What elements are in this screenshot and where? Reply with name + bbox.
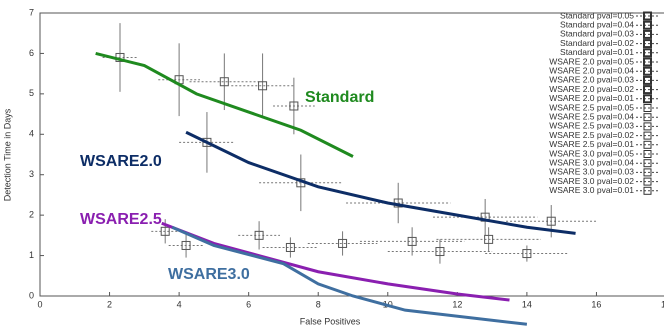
legend-symbol: [643, 140, 652, 149]
legend-symbol: [643, 48, 652, 58]
legend-symbol: [643, 122, 652, 131]
legend-symbol: [643, 75, 652, 85]
x-tick-label: 12: [452, 299, 462, 309]
series-label: Standard: [305, 89, 374, 106]
legend-label: WSARE 3.0 pval=0.02: [549, 176, 634, 186]
legend-label: WSARE 2.0 pval=0.02: [549, 84, 634, 94]
legend-symbol: [643, 150, 652, 158]
series-label: WSARE2.5: [80, 211, 162, 228]
y-tick-label: 0: [29, 290, 34, 300]
point-marker: [202, 137, 212, 147]
y-tick-label: 4: [29, 129, 34, 139]
point-marker: [289, 101, 299, 111]
legend-label: WSARE 2.5 pval=0.02: [549, 130, 634, 140]
legend-label: Standard pval=0.01: [560, 47, 634, 57]
legend-label: Standard pval=0.04: [560, 19, 634, 29]
legend-label: WSARE 2.0 pval=0.05: [549, 56, 634, 66]
y-tick-label: 6: [29, 48, 34, 58]
legend-label: WSARE 2.5 pval=0.03: [549, 121, 634, 131]
legend-label: WSARE 3.0 pval=0.03: [549, 167, 634, 177]
point-marker: [160, 226, 170, 236]
series-line: [95, 51, 354, 158]
series-line: [171, 225, 528, 326]
legend-label: Standard pval=0.03: [560, 29, 634, 39]
x-tick-label: 0: [37, 299, 42, 309]
point-marker: [407, 236, 417, 246]
point-marker: [285, 242, 295, 252]
x-tick-label: 6: [246, 299, 251, 309]
legend-symbol: [643, 85, 652, 95]
legend-symbol: [643, 57, 652, 67]
legend-symbol: [643, 168, 652, 177]
legend-symbol: [643, 159, 652, 168]
legend-symbol: [643, 29, 652, 39]
point-marker: [181, 240, 191, 250]
legend-symbol: [643, 66, 652, 76]
x-tick-label: 2: [107, 299, 112, 309]
y-tick-label: 2: [29, 210, 34, 220]
legend-label: WSARE 2.0 pval=0.04: [549, 65, 634, 75]
x-tick-label: 18: [661, 299, 664, 309]
legend-symbol: [643, 113, 652, 122]
legend-symbol: [643, 177, 652, 186]
series-label: WSARE3.0: [168, 266, 250, 283]
legend-label: WSARE 2.5 pval=0.05: [549, 102, 634, 112]
legend-label: Standard pval=0.05: [560, 10, 634, 20]
legend-label: WSARE 3.0 pval=0.05: [549, 148, 634, 158]
x-tick-label: 16: [591, 299, 601, 309]
legend-symbol: [643, 186, 652, 195]
legend-symbol: [643, 104, 652, 112]
point-marker: [254, 230, 264, 240]
y-tick-label: 3: [29, 169, 34, 179]
legend-label: WSARE 2.0 pval=0.01: [549, 93, 634, 103]
point-marker: [219, 77, 229, 87]
point-marker: [338, 238, 348, 248]
x-tick-label: 14: [522, 299, 532, 309]
y-tick-label: 1: [29, 250, 34, 260]
legend-symbol: [643, 39, 652, 49]
legend-label: WSARE 3.0 pval=0.01: [549, 185, 634, 195]
series-line: [185, 130, 576, 235]
point-marker: [435, 247, 445, 257]
series-label: WSARE2.0: [80, 153, 162, 170]
legend-symbol: [643, 20, 652, 30]
x-tick-label: 8: [316, 299, 321, 309]
legend-label: Standard pval=0.02: [560, 38, 634, 48]
point-marker: [546, 216, 556, 226]
y-axis-label: Detection Time in Days: [2, 108, 12, 201]
x-tick-label: 4: [177, 299, 182, 309]
y-tick-label: 7: [29, 7, 34, 17]
point-marker: [258, 81, 268, 91]
legend-label: WSARE 2.5 pval=0.04: [549, 111, 634, 121]
legend-label: WSARE 2.5 pval=0.01: [549, 139, 634, 149]
legend-symbol: [643, 94, 652, 104]
legend-label: WSARE 3.0 pval=0.04: [549, 157, 634, 167]
legend-symbol: [643, 11, 652, 21]
y-tick-label: 5: [29, 88, 34, 98]
point-marker: [484, 234, 494, 244]
point-marker: [522, 249, 532, 259]
series-line: [161, 221, 510, 302]
legend-label: WSARE 2.0 pval=0.03: [549, 75, 634, 85]
legend-symbol: [643, 131, 652, 140]
x-axis-label: False Positives: [300, 316, 361, 326]
